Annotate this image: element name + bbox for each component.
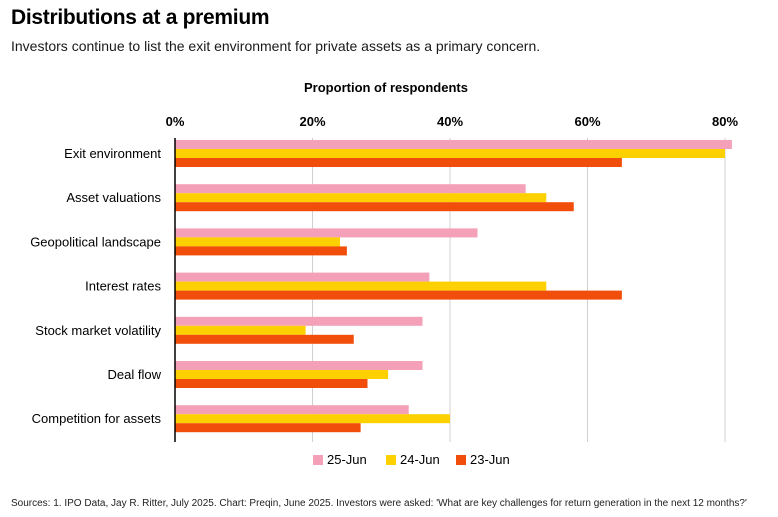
bar	[175, 405, 409, 415]
category-label: Stock market volatility	[35, 323, 161, 338]
bar	[175, 325, 306, 335]
chart-title: Distributions at a premium	[11, 6, 270, 29]
x-tick-label: 60%	[574, 114, 600, 129]
category-label: Exit environment	[64, 146, 161, 161]
bar	[175, 149, 725, 158]
bar	[175, 370, 389, 379]
bar	[175, 290, 622, 300]
bar	[175, 316, 423, 326]
category-label: Geopolitical landscape	[30, 234, 161, 249]
bar	[175, 237, 340, 247]
bar	[175, 423, 361, 433]
bar	[175, 379, 368, 388]
x-tick-label: 0%	[166, 114, 185, 129]
x-tick-label: 80%	[712, 114, 738, 129]
source-note: Sources: 1. IPO Data, Jay R. Ritter, Jul…	[11, 498, 747, 509]
bar	[175, 414, 450, 424]
legend-label: 25-Jun	[327, 452, 367, 467]
category-label: Deal flow	[108, 367, 162, 382]
bar	[175, 361, 423, 370]
bar	[175, 140, 732, 149]
bar	[175, 272, 430, 282]
category-label: Asset valuations	[66, 190, 161, 205]
category-label: Interest rates	[85, 279, 161, 294]
bar	[175, 193, 547, 203]
axis-title: Proportion of respondents	[304, 80, 468, 95]
bar	[175, 158, 622, 167]
bar-chart: Proportion of respondents 0% 20% 40% 60% 80% E…	[30, 80, 738, 467]
bar	[175, 281, 547, 291]
legend-swatch	[456, 455, 466, 465]
bar	[175, 228, 478, 238]
chart-subtitle: Investors continue to list the exit envi…	[11, 38, 541, 54]
legend-label: 23-Jun	[470, 452, 510, 467]
bar	[175, 202, 574, 212]
x-tick-label: 40%	[437, 114, 463, 129]
legend-swatch	[313, 455, 323, 465]
bar	[175, 334, 354, 344]
bar	[175, 246, 347, 256]
legend-swatch	[386, 455, 396, 465]
x-tick-label: 20%	[299, 114, 325, 129]
bar	[175, 184, 526, 194]
legend-label: 24-Jun	[400, 452, 440, 467]
category-label: Competition for assets	[32, 411, 162, 426]
